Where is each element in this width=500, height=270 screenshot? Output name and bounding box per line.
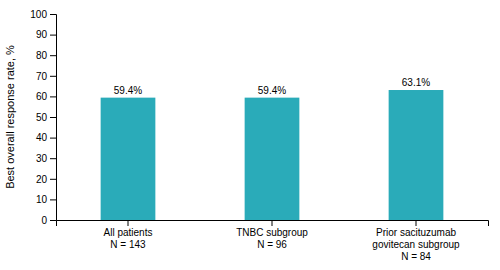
chart-container: 0 10 20 30 40 50 60 70 80 90 100 All patientsN = 14… [0, 0, 500, 270]
x-tick: Prior sacituzumabgovitecan subgroupN = 8… [372, 220, 460, 262]
x-tick-label: All patientsN = 143 [104, 227, 153, 250]
y-tick-label: 0 [41, 215, 47, 226]
y-tick: 90 [36, 29, 56, 40]
y-axis-title: Best overall response rate, % [4, 45, 16, 189]
y-tick-mark [50, 55, 56, 56]
x-axis-line [57, 221, 489, 227]
bar [245, 98, 300, 220]
y-tick-label: 50 [36, 112, 48, 123]
y-tick: 40 [36, 132, 56, 143]
data-labels: 59.4% 59.4% 63.1% [114, 77, 430, 96]
y-tick: 0 [41, 215, 56, 226]
y-tick-label: 100 [30, 9, 47, 20]
y-tick-mark [50, 76, 56, 77]
y-tick-label: 60 [36, 91, 48, 102]
chart-svg: 0 10 20 30 40 50 60 70 80 90 100 All patientsN = 14… [0, 0, 500, 270]
y-tick-label: 90 [36, 29, 48, 40]
y-tick: 10 [36, 194, 56, 205]
y-tick-mark [50, 220, 56, 221]
x-tick: All patientsN = 143 [104, 220, 153, 250]
bar [101, 98, 156, 220]
data-label: 59.4% [114, 85, 142, 96]
y-tick-mark [50, 158, 56, 159]
y-tick-mark [50, 96, 56, 97]
y-tick-label: 10 [36, 194, 48, 205]
y-tick: 60 [36, 91, 56, 102]
y-tick-mark [50, 138, 56, 139]
y-tick-label: 40 [36, 132, 48, 143]
y-tick: 100 [30, 9, 56, 20]
y-tick-mark [50, 179, 56, 180]
y-tick-mark [50, 14, 56, 15]
data-label: 63.1% [402, 77, 430, 88]
bars [101, 90, 444, 220]
bar [389, 90, 444, 220]
y-axis: 0 10 20 30 40 50 60 70 80 90 100 [30, 9, 56, 226]
x-tick-label-line: TNBC subgroup [236, 227, 308, 238]
y-tick-label: 20 [36, 174, 48, 185]
x-tick-label-line: All patients [104, 227, 153, 238]
x-tick-mark [272, 220, 273, 226]
x-tick-label-line: N = 96 [257, 239, 287, 250]
y-tick-mark [50, 199, 56, 200]
x-axis: All patientsN = 143 TNBC subgroupN = 96 Pr… [57, 220, 489, 262]
y-tick: 30 [36, 153, 56, 164]
y-tick-label: 30 [36, 153, 48, 164]
data-label: 59.4% [258, 85, 286, 96]
y-tick: 50 [36, 112, 56, 123]
x-tick-label-line: Prior sacituzumab [376, 227, 456, 238]
y-tick: 70 [36, 71, 56, 82]
x-tick-label: TNBC subgroupN = 96 [236, 227, 308, 250]
y-tick: 20 [36, 174, 56, 185]
y-tick-mark [50, 35, 56, 36]
y-tick: 80 [36, 50, 56, 61]
x-tick-label-line: govitecan subgroup [372, 239, 460, 250]
y-tick-mark [50, 117, 56, 118]
plot: 0 10 20 30 40 50 60 70 80 90 100 All patientsN = 14… [30, 9, 488, 262]
y-tick-label: 80 [36, 50, 48, 61]
x-tick: TNBC subgroupN = 96 [236, 220, 308, 250]
x-tick-label: Prior sacituzumabgovitecan subgroupN = 8… [372, 227, 460, 262]
x-tick-mark [416, 220, 417, 226]
x-tick-mark [128, 220, 129, 226]
y-axis-line [50, 15, 57, 221]
x-tick-label-line: N = 143 [110, 239, 146, 250]
y-tick-label: 70 [36, 71, 48, 82]
x-tick-label-line: N = 84 [401, 251, 431, 262]
